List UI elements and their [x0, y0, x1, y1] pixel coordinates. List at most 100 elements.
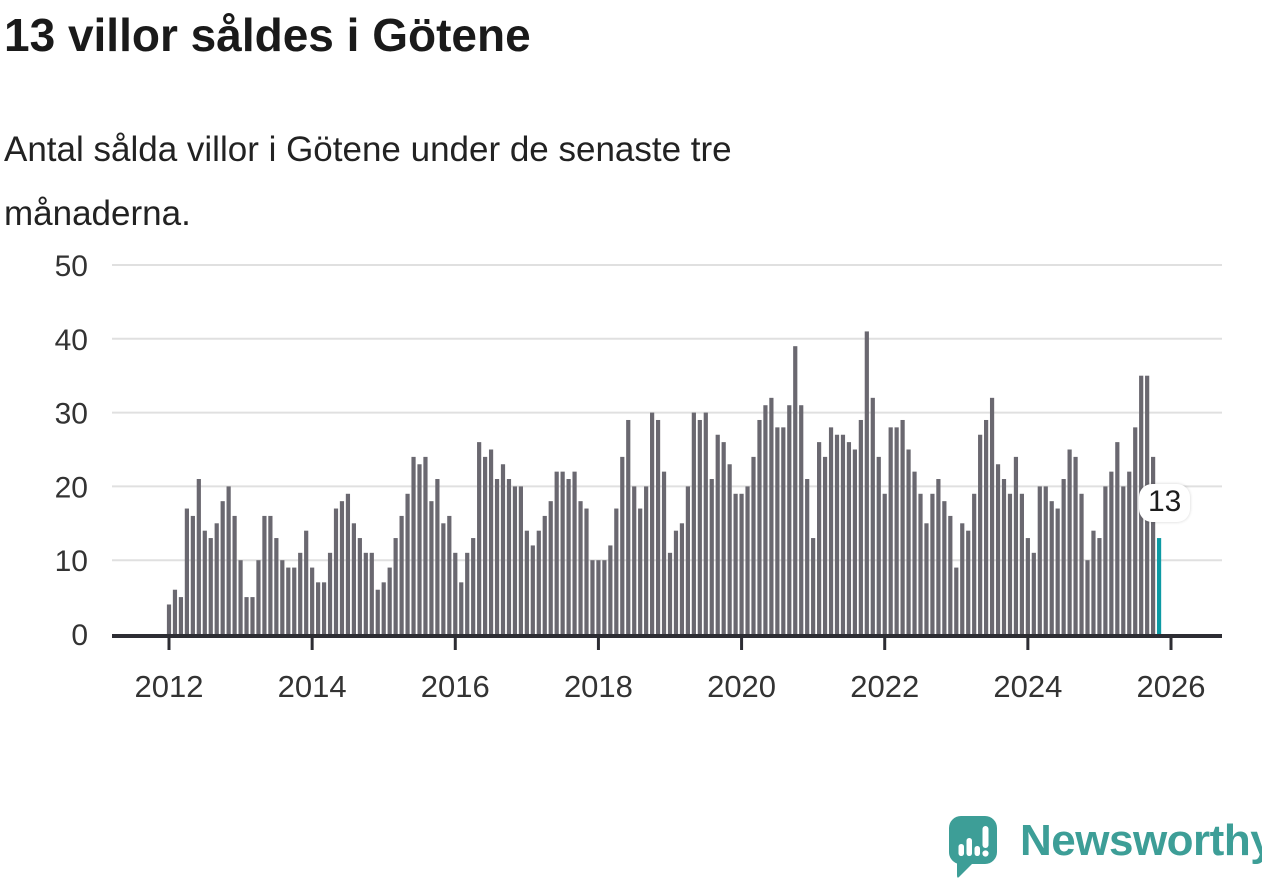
- bar: [751, 456, 756, 634]
- bar: [679, 523, 685, 634]
- bar: [811, 538, 816, 634]
- bar: [1115, 442, 1120, 634]
- bar: [453, 552, 458, 634]
- x-tick-label: 2016: [421, 669, 490, 704]
- bar: [1127, 471, 1132, 634]
- bar: [238, 560, 243, 634]
- bar: [888, 427, 893, 634]
- bar: [244, 597, 249, 634]
- bar: [721, 442, 726, 634]
- bar: [924, 523, 929, 634]
- bar: [530, 545, 535, 634]
- bar: [620, 456, 625, 634]
- bar: [715, 434, 720, 634]
- bar: [494, 479, 500, 634]
- newsworthy-logo-text: Newsworthy: [1020, 816, 1262, 865]
- bar: [292, 567, 297, 634]
- bar: [638, 508, 643, 634]
- bar: [220, 501, 225, 634]
- bar: [1121, 486, 1126, 634]
- bar: [548, 501, 553, 634]
- y-tick-label: 50: [55, 250, 88, 283]
- x-tick-label: 2014: [278, 669, 347, 704]
- bar: [214, 523, 219, 634]
- bar: [805, 479, 810, 634]
- bar: [954, 567, 959, 634]
- bar: [817, 442, 822, 634]
- bar: [960, 523, 965, 634]
- bar: [316, 582, 321, 634]
- bar: [560, 471, 565, 634]
- chart-subtitle: Antal sålda villor i Götene under de sen…: [4, 118, 1044, 246]
- bar: [858, 419, 863, 634]
- bar: [536, 530, 541, 634]
- bar: [989, 397, 995, 634]
- x-tick-label: 2026: [1137, 669, 1206, 704]
- bar: [333, 508, 339, 634]
- bar: [787, 405, 792, 634]
- bar: [912, 471, 917, 634]
- bar: [166, 604, 172, 634]
- bar: [608, 545, 613, 634]
- bar: [232, 515, 237, 634]
- bar: [500, 464, 506, 634]
- last-value-label: 13: [1139, 484, 1191, 522]
- bar: [596, 560, 601, 634]
- bar: [184, 508, 189, 634]
- bar: [984, 419, 989, 634]
- bar: [799, 405, 804, 634]
- bar: [1079, 493, 1084, 634]
- bar: [369, 552, 374, 634]
- bar: [274, 538, 279, 634]
- bar: [930, 493, 935, 634]
- subtitle-line-2: månaderna.: [4, 194, 191, 233]
- bar: [1097, 538, 1102, 634]
- bar: [1133, 427, 1138, 634]
- bar: [381, 582, 386, 634]
- bar: [411, 456, 416, 634]
- bar: [1007, 493, 1013, 634]
- bar: [441, 523, 446, 634]
- bar: [363, 552, 368, 634]
- bars: [166, 331, 1162, 634]
- highlight-bar: [1156, 538, 1162, 634]
- bar-chart-exclamation-icon: [958, 826, 989, 857]
- y-tick-label: 30: [55, 398, 88, 431]
- bar: [757, 419, 762, 634]
- bar: [512, 486, 518, 634]
- y-tick-label: 20: [55, 471, 88, 504]
- bar: [864, 331, 869, 634]
- subtitle-line-1: Antal sålda villor i Götene under de sen…: [4, 130, 732, 169]
- bar: [894, 427, 899, 634]
- bar: [1055, 508, 1060, 634]
- bar: [566, 479, 571, 634]
- bar: [828, 427, 834, 634]
- bar: [1061, 479, 1066, 634]
- bar: [178, 597, 184, 634]
- bar: [936, 479, 941, 634]
- bar: [321, 582, 327, 634]
- bar: [1043, 486, 1048, 634]
- bar: [775, 427, 780, 634]
- bar: [709, 479, 714, 634]
- bar: [327, 552, 333, 634]
- newsworthy-logo: Newsworthy: [948, 815, 1262, 879]
- bar: [483, 456, 488, 634]
- bar: [345, 493, 351, 634]
- y-tick-label: 10: [55, 545, 88, 578]
- bar: [417, 464, 422, 634]
- x-axis: [112, 634, 1222, 650]
- bar: [942, 501, 947, 634]
- x-tick-label: 2020: [707, 669, 776, 704]
- bar: [614, 508, 619, 634]
- bar: [644, 486, 649, 634]
- bar: [172, 589, 178, 634]
- bar: [429, 501, 434, 634]
- page-title: 13 villor såldes i Götene: [4, 9, 531, 61]
- bar: [590, 560, 595, 634]
- bar: [202, 530, 207, 634]
- bar: [280, 560, 285, 634]
- bar: [208, 538, 213, 634]
- x-tick-label: 2024: [993, 669, 1062, 704]
- bar: [966, 530, 971, 634]
